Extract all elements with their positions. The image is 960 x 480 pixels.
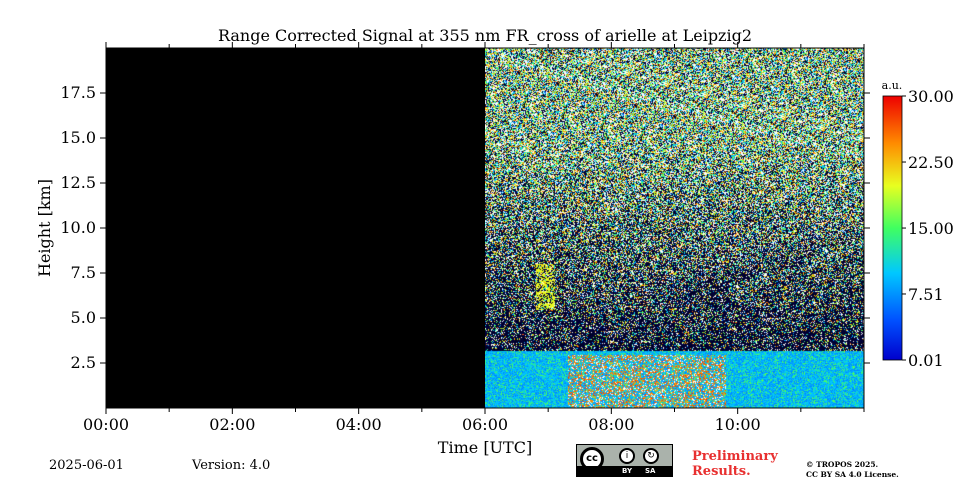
colorbar-gradient [882, 95, 903, 361]
colorbar-tick-label: 30.00 [908, 87, 954, 106]
y-tick-label: 5.0 [71, 308, 96, 327]
y-tick-label: 17.5 [60, 83, 96, 102]
copyright-line-2: CC BY SA 4.0 License. [806, 470, 899, 479]
x-tick-label: 10:00 [715, 415, 761, 434]
y-tick-label: 10.0 [60, 218, 96, 237]
x-tick-label: 00:00 [83, 415, 129, 434]
chart-title: Range Corrected Signal at 355 nm FR_cros… [218, 26, 752, 45]
colorbar-tick-label: 22.50 [908, 153, 954, 172]
x-axis-label: Time [UTC] [438, 438, 532, 457]
signal-heatmap [485, 48, 864, 408]
y-axis-label: Height [km] [35, 179, 54, 277]
x-tick-label: 06:00 [462, 415, 508, 434]
colorbar-unit: a.u. [882, 79, 903, 92]
share-alike-icon: ↻ [643, 448, 659, 464]
copyright-notice: © TROPOS 2025. CC BY SA 4.0 License. [806, 460, 899, 480]
cc-license-badge: cc i ↻ BY SA [576, 444, 673, 477]
y-tick-label: 7.5 [71, 263, 96, 282]
copyright-line-1: © TROPOS 2025. [806, 460, 879, 469]
colorbar: a.u. 30.00 22.50 15.00 7.51 0.01 [882, 79, 954, 370]
y-tick-label: 15.0 [60, 128, 96, 147]
attribution-icon: i [619, 448, 635, 464]
badge-strip [577, 466, 672, 476]
y-tick-label: 2.5 [71, 353, 96, 372]
x-tick-label: 04:00 [336, 415, 382, 434]
x-tick-label: 08:00 [588, 415, 634, 434]
badge-by-label: BY [622, 467, 633, 475]
version-label: Version: 4.0 [192, 458, 271, 473]
badge-sa-label: SA [645, 467, 656, 475]
plot-area [105, 47, 865, 409]
x-tick-label: 02:00 [209, 415, 255, 434]
date-label: 2025-06-01 [49, 458, 124, 473]
colorbar-tick-label: 15.00 [908, 219, 954, 238]
preliminary-notice: Preliminary Results. [692, 449, 778, 479]
preliminary-line-1: Preliminary [692, 449, 778, 464]
colorbar-tick-label: 0.01 [908, 351, 944, 370]
preliminary-line-2: Results. [692, 464, 751, 479]
colorbar-ticks: 30.00 22.50 15.00 7.51 0.01 [902, 87, 954, 370]
colorbar-tick-label: 7.51 [908, 285, 944, 304]
y-axis: 2.5 5.0 7.5 10.0 12.5 15.0 17.5 [60, 83, 870, 372]
y-tick-label: 12.5 [60, 173, 96, 192]
x-axis: 00:00 02:00 04:00 06:00 08:00 10:00 [83, 42, 865, 434]
